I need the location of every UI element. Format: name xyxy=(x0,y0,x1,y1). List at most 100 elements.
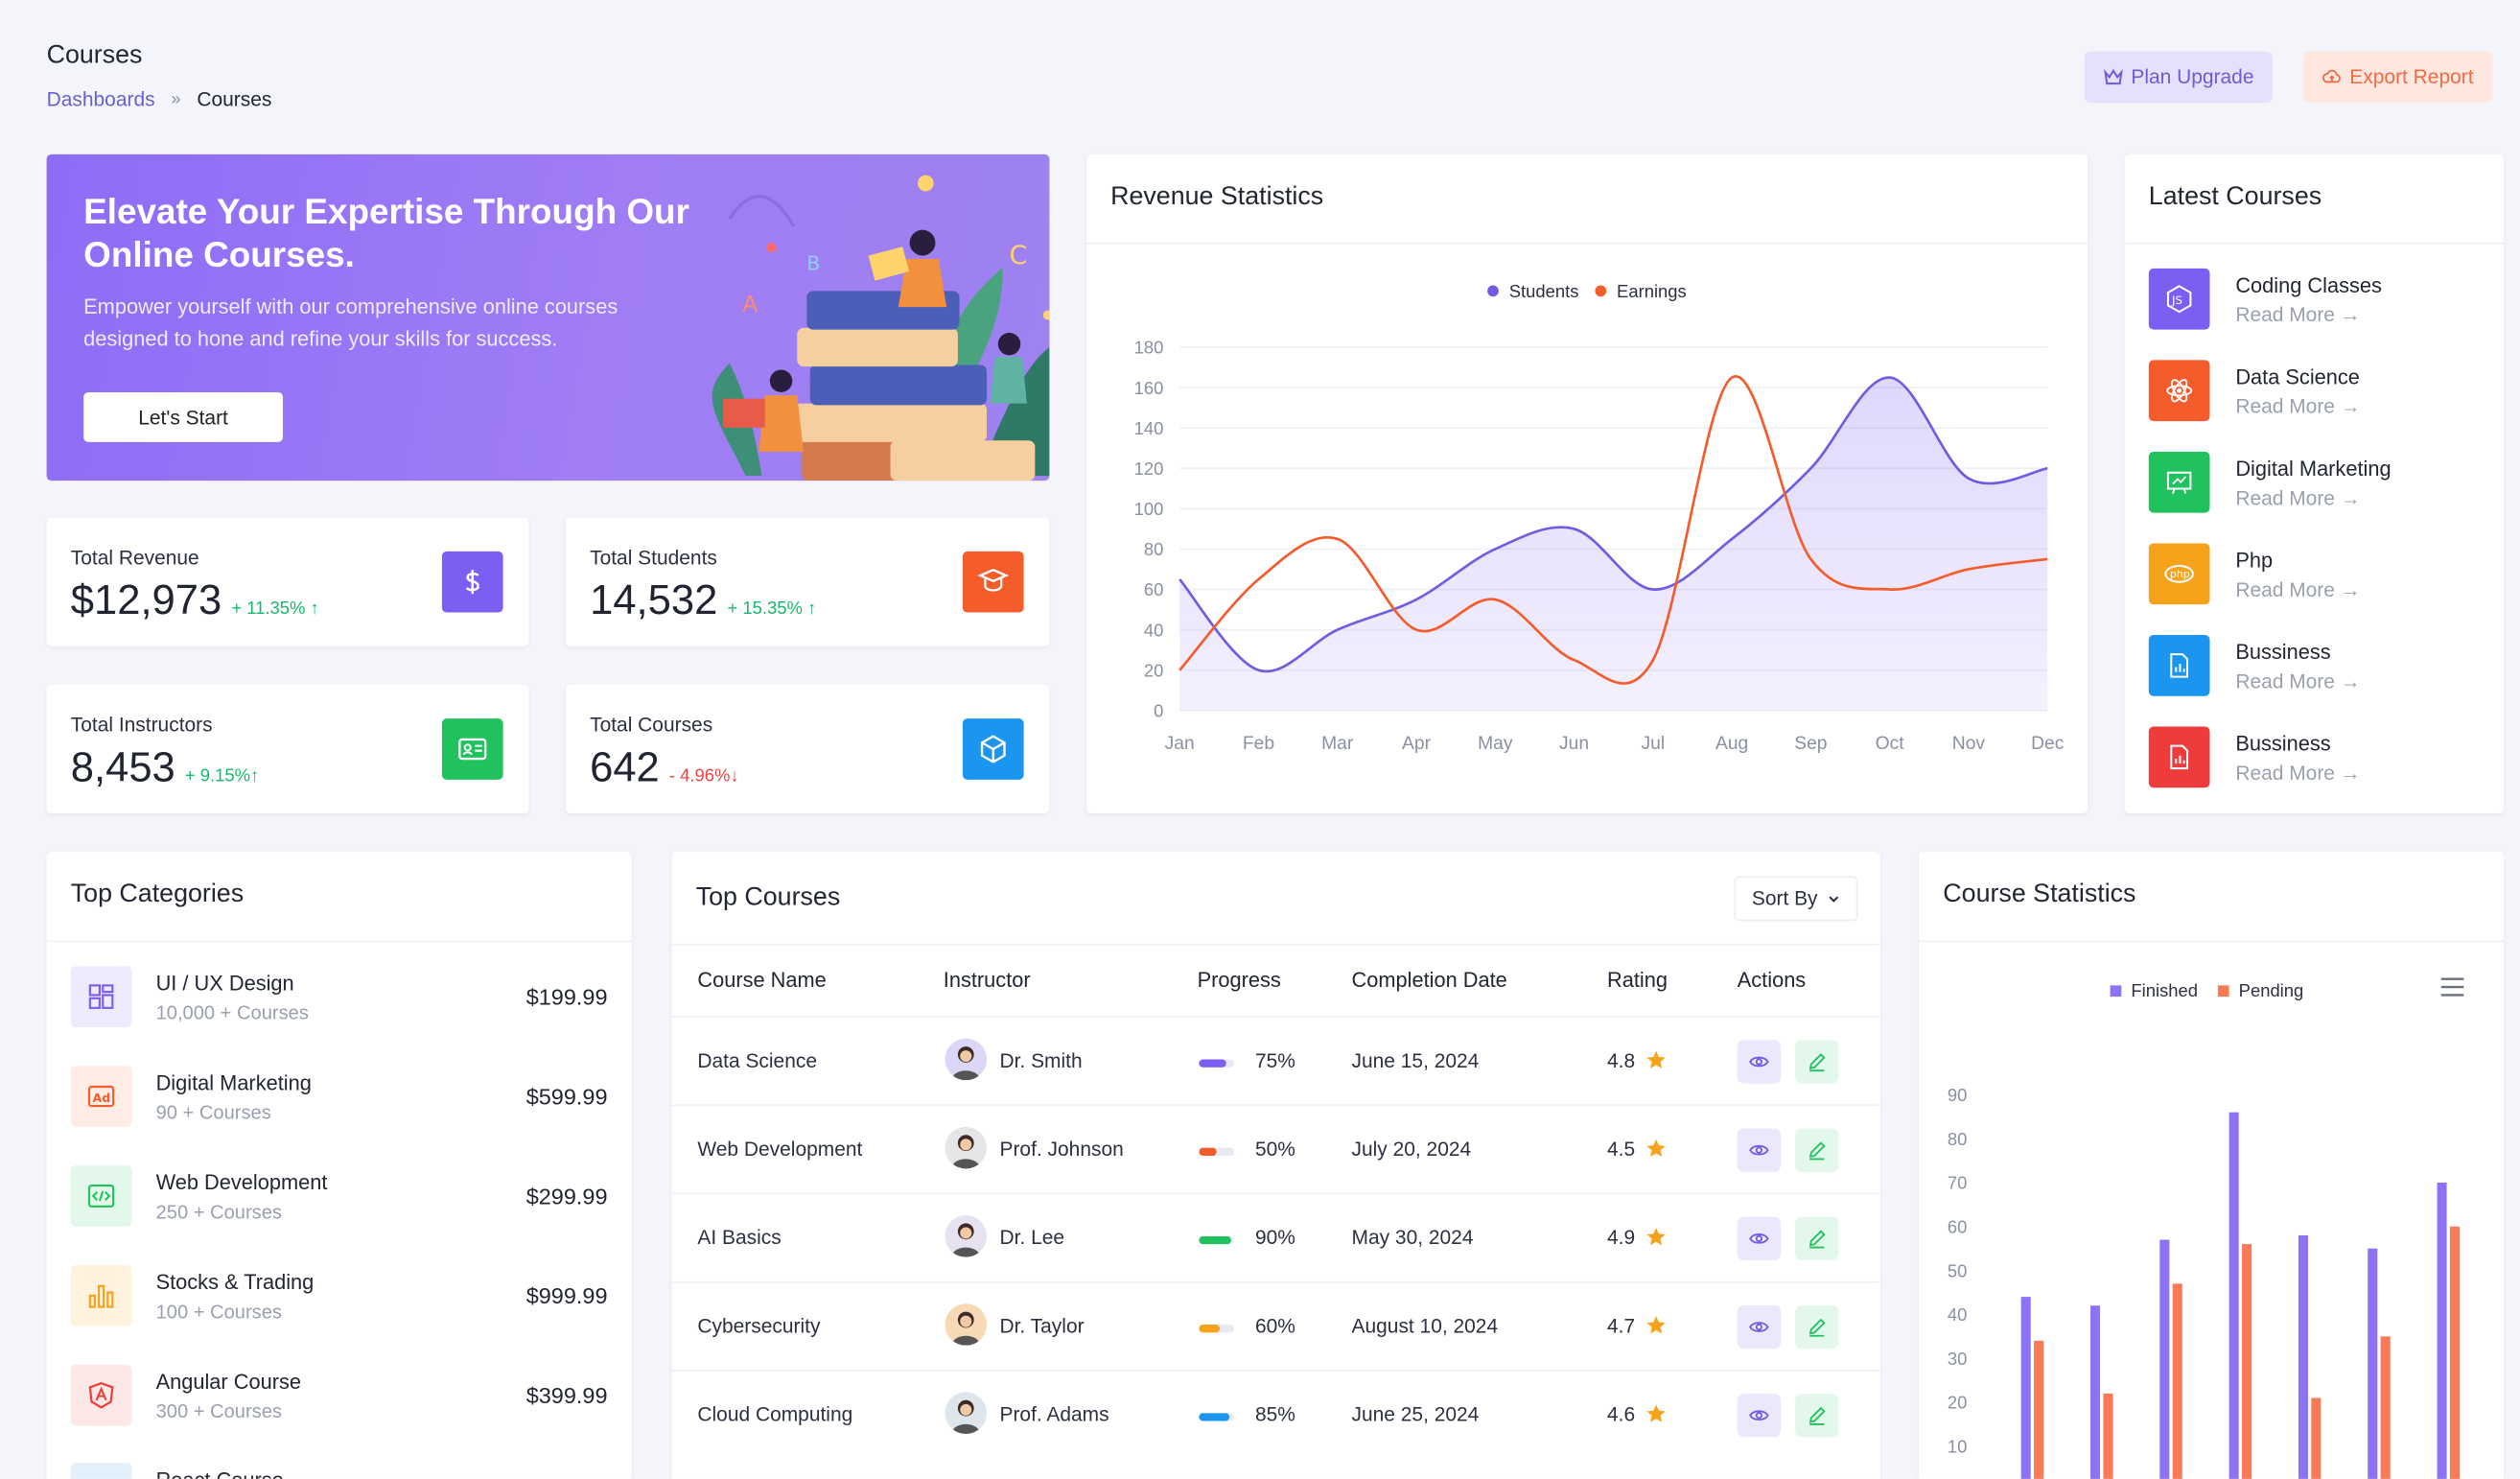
top-courses-title: Top Courses xyxy=(695,883,841,912)
star-icon xyxy=(1646,1404,1666,1422)
column-header-completion-date[interactable]: Completion Date xyxy=(1351,967,1507,993)
chart-legend: Students Earnings xyxy=(1487,281,1687,301)
stat-value-row: 642 - 4.96%↓ xyxy=(590,742,739,792)
breadcrumb: Dashboards » Courses xyxy=(47,88,272,110)
progress-bar xyxy=(1199,1325,1235,1333)
legend-label[interactable]: Earnings xyxy=(1617,281,1687,301)
x-tick-label: Aug xyxy=(1715,734,1748,754)
read-more-link[interactable]: Read More → xyxy=(2235,578,2361,601)
column-header-rating[interactable]: Rating xyxy=(1607,967,1668,993)
latest-course-item[interactable]: php Php Read More → xyxy=(2148,543,2470,607)
breadcrumb-dashboards-link[interactable]: Dashboards xyxy=(46,88,155,111)
read-more-link[interactable]: Read More → xyxy=(2235,486,2361,510)
category-item[interactable]: Ad Digital Marketing 90 + Courses $599.9… xyxy=(70,1066,608,1130)
stat-change: + 11.35% ↑ xyxy=(231,599,318,619)
progress-value-cell: 60% xyxy=(1254,1314,1295,1338)
lets-start-button[interactable]: Let's Start xyxy=(83,391,283,442)
category-name: Angular Course xyxy=(155,1369,301,1395)
plan-upgrade-button[interactable]: Plan Upgrade xyxy=(2084,51,2274,104)
legend-label[interactable]: Pending xyxy=(2239,980,2304,1000)
category-item[interactable]: Angular Course 300 + Courses $399.99 xyxy=(70,1364,608,1429)
category-item[interactable]: UI / UX Design 10,000 + Courses $199.99 xyxy=(70,966,608,1030)
trend-up-icon: ↑ xyxy=(310,599,319,620)
latest-course-item[interactable]: Digital Marketing Read More → xyxy=(2148,451,2470,516)
edit-button[interactable] xyxy=(1795,1304,1839,1350)
latest-course-item[interactable]: Bussiness Read More → xyxy=(2148,635,2470,699)
stat-label: Total Courses xyxy=(590,714,713,737)
latest-courses-title: Latest Courses xyxy=(2148,183,2322,211)
read-more-link[interactable]: Read More → xyxy=(2235,762,2361,785)
read-more-link[interactable]: Read More → xyxy=(2235,669,2361,693)
card-divider xyxy=(1919,940,2505,943)
edit-button[interactable] xyxy=(1795,1394,1839,1438)
column-header-progress[interactable]: Progress xyxy=(1197,967,1281,993)
y-tick-label: 120 xyxy=(1134,458,1164,479)
latest-course-item[interactable]: Bussiness Read More → xyxy=(2148,726,2470,791)
edit-button[interactable] xyxy=(1795,1128,1839,1172)
bar-finished xyxy=(2298,1234,2308,1479)
y-tick-label: 0 xyxy=(1154,700,1163,720)
pencil-icon xyxy=(1808,1230,1826,1249)
stat-value: 8,453 xyxy=(70,742,175,791)
category-count: 100 + Courses xyxy=(155,1300,282,1324)
stat-change-value: - 4.96% xyxy=(668,766,731,786)
y-tick-label: 10 xyxy=(1948,1437,1968,1457)
id-card-icon xyxy=(441,718,503,780)
x-tick-label: Oct xyxy=(1876,734,1905,754)
hamburger-menu-icon[interactable] xyxy=(2439,975,2465,998)
instructor-avatar xyxy=(945,1215,988,1257)
legend-label[interactable]: Finished xyxy=(2131,980,2198,1000)
view-button[interactable] xyxy=(1737,1128,1782,1172)
chevron-down-icon xyxy=(1829,896,1839,903)
latest-course-name: Bussiness xyxy=(2235,640,2331,665)
y-tick-label: 20 xyxy=(1948,1393,1968,1413)
x-tick-label: Jan xyxy=(1165,734,1195,754)
latest-course-name: Data Science xyxy=(2235,364,2360,389)
table-row: Data Science Dr. Smith 75% June 15, 2024… xyxy=(671,1016,1880,1104)
svg-text:A: A xyxy=(742,291,758,317)
y-tick-label: 180 xyxy=(1134,338,1164,358)
graduation-cap-icon xyxy=(962,551,1024,613)
edit-button[interactable] xyxy=(1795,1216,1839,1260)
progress-value-cell: 90% xyxy=(1254,1226,1295,1250)
category-item[interactable]: Web Development 250 + Courses $299.99 xyxy=(70,1165,608,1230)
column-header-course-name[interactable]: Course Name xyxy=(697,967,827,993)
breadcrumb-separator: » xyxy=(171,89,181,109)
x-tick-label: Feb xyxy=(1243,734,1274,754)
atom-icon xyxy=(2148,360,2210,422)
instructor-avatar xyxy=(945,1392,988,1434)
x-tick-label: Nov xyxy=(1952,734,1986,754)
revenue-statistics-card: Revenue Statistics Students Earnings 0 20 40… xyxy=(1085,153,2088,814)
category-item[interactable]: React Course xyxy=(70,1463,608,1479)
latest-course-item[interactable]: JS Coding Classes Read More → xyxy=(2148,268,2470,333)
view-button[interactable] xyxy=(1737,1216,1782,1260)
view-button[interactable] xyxy=(1737,1394,1782,1438)
instructor-avatar xyxy=(945,1038,988,1081)
export-report-button[interactable]: Export Report xyxy=(2302,51,2493,104)
view-button[interactable] xyxy=(1737,1040,1782,1084)
rating-value-cell: 4.7 xyxy=(1607,1314,1636,1338)
php-icon: php xyxy=(2148,543,2210,605)
read-more-link[interactable]: Read More → xyxy=(2235,303,2361,327)
column-header-instructor[interactable]: Instructor xyxy=(943,967,1031,993)
sort-by-dropdown[interactable]: Sort By xyxy=(1734,876,1858,922)
latest-course-name: Digital Marketing xyxy=(2235,456,2392,481)
view-button[interactable] xyxy=(1737,1304,1782,1350)
series-area-students xyxy=(1179,377,2048,711)
business-doc-icon xyxy=(2148,635,2210,696)
bar-pending xyxy=(2242,1244,2252,1479)
stat-value-row: 14,532 + 15.35% ↑ xyxy=(590,575,816,625)
edit-button[interactable] xyxy=(1795,1040,1839,1084)
legend-marker xyxy=(2217,985,2229,998)
y-tick-label: 50 xyxy=(1948,1260,1968,1280)
category-item[interactable]: Stocks & Trading 100 + Courses $999.99 xyxy=(70,1265,608,1329)
latest-course-name: Coding Classes xyxy=(2235,272,2382,298)
legend-label[interactable]: Students xyxy=(1509,281,1579,301)
course-name-cell: Cloud Computing xyxy=(697,1403,853,1426)
read-more-link[interactable]: Read More → xyxy=(2235,395,2361,418)
latest-course-item[interactable]: Data Science Read More → xyxy=(2148,360,2470,424)
promo-banner: Elevate Your Expertise Through Our Onlin… xyxy=(46,153,1050,481)
stat-change: + 15.35% ↑ xyxy=(727,599,816,619)
instructor-name-cell: Prof. Adams xyxy=(999,1403,1109,1426)
